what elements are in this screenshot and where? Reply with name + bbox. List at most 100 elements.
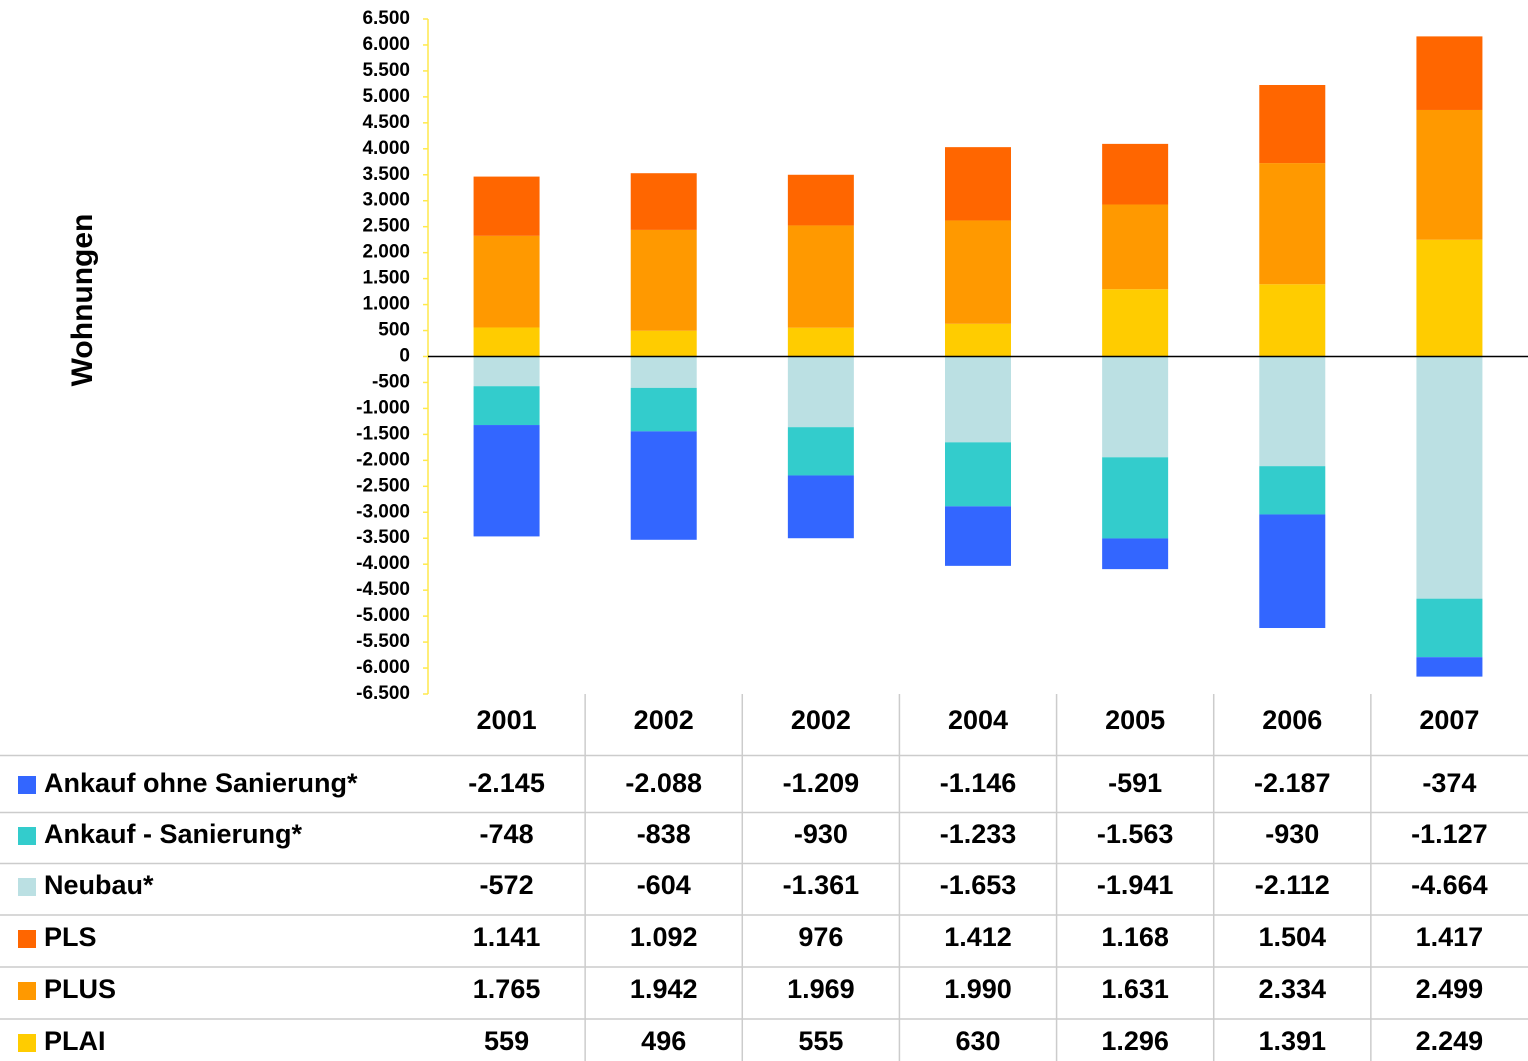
x-tick-label: 2006 (1262, 705, 1322, 735)
table-value: 1.092 (630, 922, 698, 952)
bar (630, 330, 697, 357)
bar (1102, 143, 1169, 205)
bar (787, 427, 854, 476)
bar (1259, 84, 1326, 164)
table-value: -374 (1422, 768, 1476, 798)
table-value: -591 (1108, 768, 1162, 798)
table-value: -604 (637, 870, 691, 900)
y-tick-label: 4.500 (362, 112, 410, 133)
bar (1102, 204, 1169, 290)
bar (473, 327, 540, 357)
legend-swatch (18, 982, 36, 1000)
y-tick-label: -4.000 (356, 553, 410, 574)
table-value: 2.334 (1258, 974, 1326, 1004)
y-tick-label: 2.000 (362, 242, 410, 263)
bar (473, 356, 540, 387)
table-value: 1.942 (630, 974, 698, 1004)
legend-swatch (18, 930, 36, 948)
table-value: -4.664 (1411, 870, 1488, 900)
y-tick-label: -6.000 (356, 657, 410, 678)
y-tick-label: 1.000 (362, 294, 410, 315)
bar (1416, 657, 1483, 677)
bar (1259, 466, 1326, 515)
bar (1416, 356, 1483, 599)
table-value: 1.296 (1101, 1026, 1169, 1056)
bar (945, 356, 1011, 443)
bar (473, 425, 540, 537)
table-value: 1.631 (1101, 974, 1169, 1004)
table-value: 1.969 (787, 974, 855, 1004)
y-tick-label: 5.500 (362, 60, 410, 81)
table-value: 496 (641, 1026, 686, 1056)
table-value: 1.412 (944, 922, 1012, 952)
y-axis-label: Wohnungen (66, 214, 99, 387)
bar (630, 431, 697, 540)
table-value: -1.361 (783, 870, 860, 900)
bar (787, 356, 854, 428)
y-tick-label: -5.500 (356, 631, 410, 652)
table-value: 1.391 (1258, 1026, 1326, 1056)
y-tick-label: -3.500 (356, 527, 410, 548)
legend-swatch (18, 776, 36, 794)
bar (1259, 514, 1326, 629)
y-tick-label: -1.000 (356, 397, 410, 418)
bar (1416, 109, 1483, 240)
bar (1102, 356, 1169, 458)
x-tick-label: 2004 (948, 705, 1008, 735)
bar (945, 220, 1011, 324)
bar (945, 442, 1011, 507)
bar (1102, 457, 1169, 539)
bar (945, 506, 1011, 566)
table-value: 1.141 (473, 922, 541, 952)
bar (1416, 239, 1483, 357)
table-value: -930 (794, 819, 848, 849)
y-tick-label: 6.000 (362, 34, 410, 55)
legend-swatch (18, 1034, 36, 1052)
table-value: -1.563 (1097, 819, 1174, 849)
table-value: -748 (480, 819, 534, 849)
table-value: -1.941 (1097, 870, 1174, 900)
table-value: -2.187 (1254, 768, 1331, 798)
y-tick-label: 3.500 (362, 164, 410, 185)
bar (473, 176, 540, 236)
table-value: -1.127 (1411, 819, 1488, 849)
y-tick-label: -3.000 (356, 501, 410, 522)
table-value: -2.088 (625, 768, 702, 798)
legend-label: Ankauf - Sanierung* (44, 819, 303, 849)
table-value: 1.417 (1416, 922, 1484, 952)
bar (630, 229, 697, 331)
legend-label: PLS (44, 922, 97, 952)
y-tick-label: -5.000 (356, 605, 410, 626)
y-tick-label: -500 (372, 371, 410, 392)
y-tick-label: 6.500 (362, 8, 410, 29)
y-tick-label: -1.500 (356, 423, 410, 444)
table-value: 1.168 (1101, 922, 1169, 952)
table-value: -1.653 (940, 870, 1017, 900)
y-tick-label: 3.000 (362, 190, 410, 211)
bar (1416, 36, 1483, 110)
table-value: 2.499 (1416, 974, 1484, 1004)
table-value: 976 (798, 922, 843, 952)
bar (945, 323, 1011, 357)
table-value: 630 (955, 1026, 1000, 1056)
table-value: 2.249 (1416, 1026, 1484, 1056)
table-value: -1.146 (940, 768, 1017, 798)
bar (1259, 356, 1326, 467)
y-tick-label: -4.500 (356, 579, 410, 600)
bar (787, 327, 854, 357)
y-tick-label: 5.000 (362, 86, 410, 107)
bar (787, 475, 854, 539)
bar (630, 387, 697, 432)
bar (473, 235, 540, 328)
x-tick-label: 2007 (1419, 705, 1479, 735)
bar (1102, 289, 1169, 357)
table-value: -838 (637, 819, 691, 849)
y-tick-label: 500 (378, 320, 410, 341)
table-value: 1.504 (1258, 922, 1326, 952)
x-tick-label: 2005 (1105, 705, 1165, 735)
legend-label: PLUS (44, 974, 116, 1004)
table-value: -2.145 (468, 768, 545, 798)
bar (630, 356, 697, 388)
table-value: 1.765 (473, 974, 541, 1004)
